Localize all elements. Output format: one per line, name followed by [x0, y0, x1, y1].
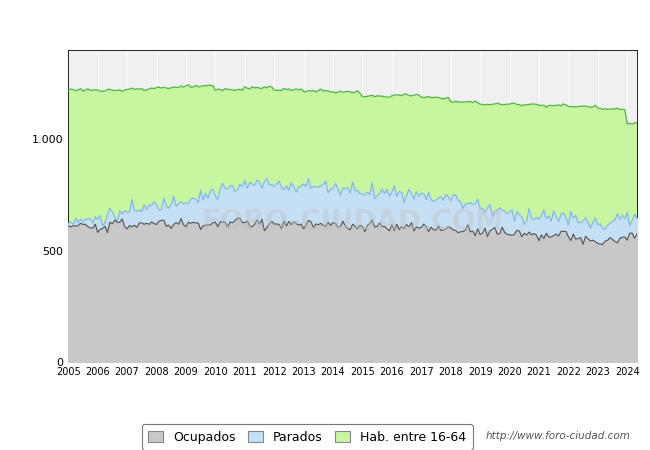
Text: FORO-CIUDAD.COM: FORO-CIUDAD.COM [202, 207, 504, 235]
Legend: Ocupados, Parados, Hab. entre 16-64: Ocupados, Parados, Hab. entre 16-64 [142, 424, 473, 450]
Text: http://www.foro-ciudad.com: http://www.foro-ciudad.com [486, 431, 630, 441]
Text: Alanís - Evolucion de la poblacion en edad de Trabajar Mayo de 2024: Alanís - Evolucion de la poblacion en ed… [78, 16, 584, 32]
